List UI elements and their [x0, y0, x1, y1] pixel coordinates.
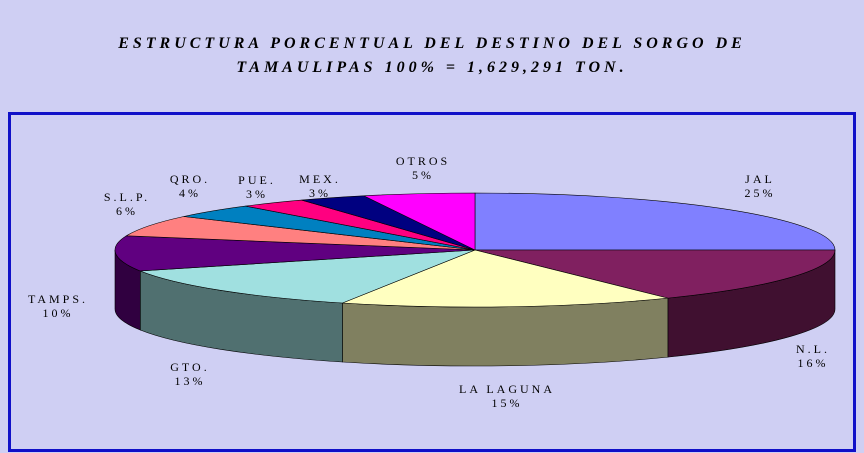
slice-value-label: 15%: [492, 396, 523, 410]
chart-title: ESTRUCTURA PORCENTUAL DEL DESTINO DEL SO…: [117, 35, 746, 52]
slice-label: PUE.: [238, 173, 276, 187]
pie-slice: [114, 235, 476, 272]
slice-label: TAMPS.: [28, 292, 88, 306]
pie-slice-side: [342, 297, 669, 367]
slice-label: MEX.: [299, 172, 341, 186]
pie-slice: [363, 192, 476, 251]
slice-label: GTO.: [170, 360, 209, 374]
chart-title: TAMAULIPAS 100% = 1,629,291 TON.: [236, 59, 627, 76]
slice-label: JAL: [745, 172, 775, 186]
pie-slice: [474, 249, 836, 299]
pie-slice: [140, 249, 476, 304]
slice-value-label: 16%: [798, 356, 829, 370]
slice-label: S.L.P.: [104, 190, 150, 204]
slice-label: OTROS: [396, 154, 450, 168]
pie-slice: [342, 249, 668, 308]
slice-label: LA LAGUNA: [459, 382, 555, 396]
slice-value-label: 25%: [745, 186, 776, 200]
pie-slice: [125, 216, 476, 251]
slice-value-label: 10%: [43, 306, 74, 320]
slice-value-label: 6%: [116, 204, 138, 218]
pie-slice: [474, 192, 836, 251]
slice-value-label: 13%: [175, 374, 206, 388]
slice-value-label: 4%: [179, 186, 201, 200]
slice-label: QRO.: [170, 172, 210, 186]
slice-label: N.L.: [796, 342, 830, 356]
slice-value-label: 5%: [412, 168, 434, 182]
slice-value-label: 3%: [309, 186, 331, 200]
slice-value-label: 3%: [246, 187, 268, 201]
